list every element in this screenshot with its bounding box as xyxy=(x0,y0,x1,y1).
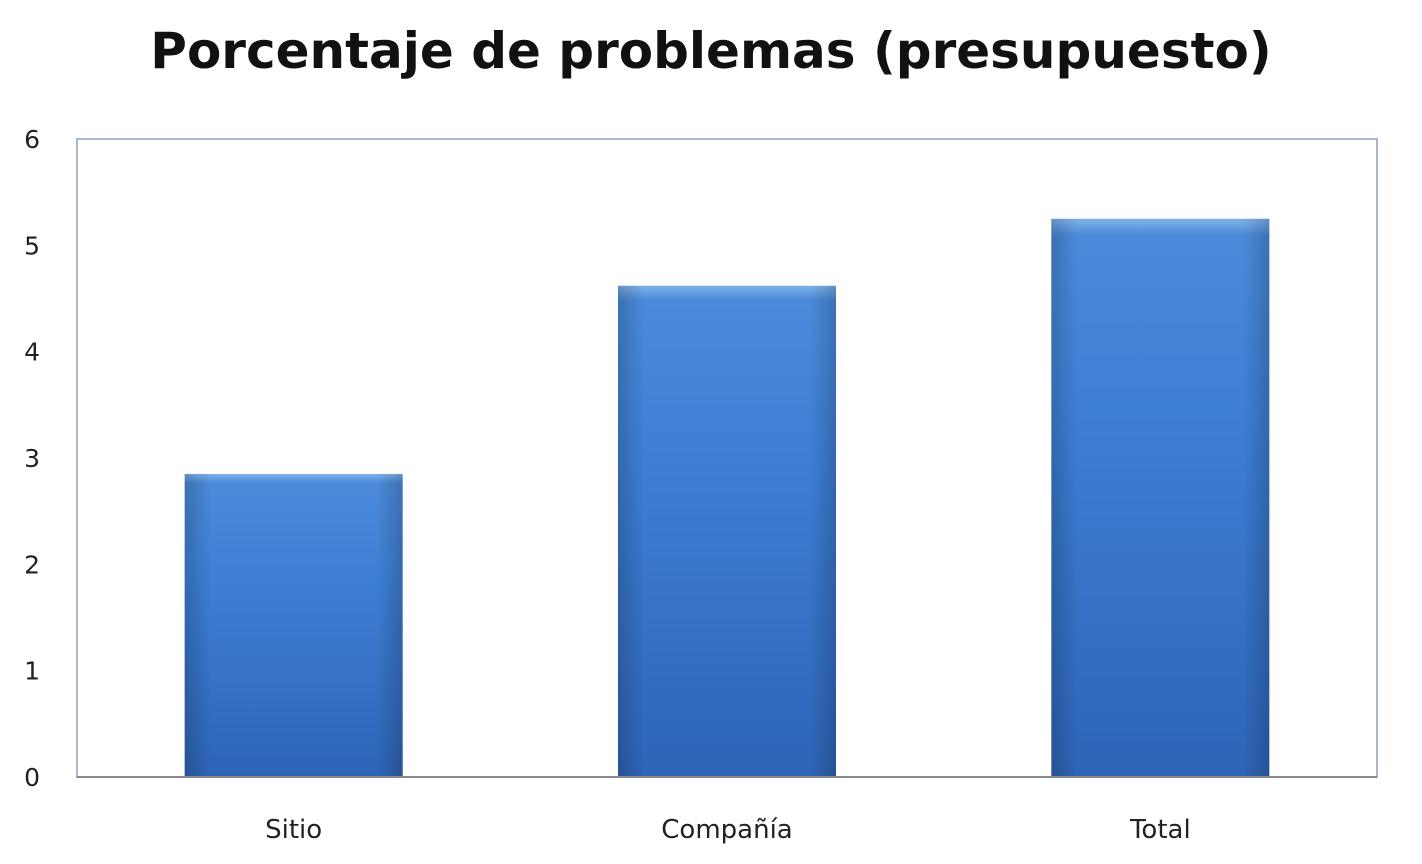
bar-series xyxy=(184,218,1270,777)
y-tick-label: 3 xyxy=(24,444,40,473)
y-tick-label: 0 xyxy=(24,763,40,792)
y-tick-label: 1 xyxy=(24,657,40,686)
y-tick-label: 5 xyxy=(24,231,40,260)
bar-edge-shading xyxy=(1051,218,1270,777)
y-tick-label: 6 xyxy=(24,125,40,154)
y-tick-label: 4 xyxy=(24,338,40,367)
x-category-label: Total xyxy=(1129,815,1191,845)
y-tick-label: 2 xyxy=(24,550,40,579)
y-axis-ticks: 0 1 2 3 4 5 6 xyxy=(24,125,40,792)
chart-title: Porcentaje de problemas (presupuesto) xyxy=(150,22,1271,80)
bar-edge-shading xyxy=(184,473,403,777)
x-axis-labels: Sitio Compañía Total xyxy=(265,815,1191,845)
x-category-label: Sitio xyxy=(265,815,322,845)
x-category-label: Compañía xyxy=(661,815,792,845)
bar-edge-shading xyxy=(618,285,836,777)
